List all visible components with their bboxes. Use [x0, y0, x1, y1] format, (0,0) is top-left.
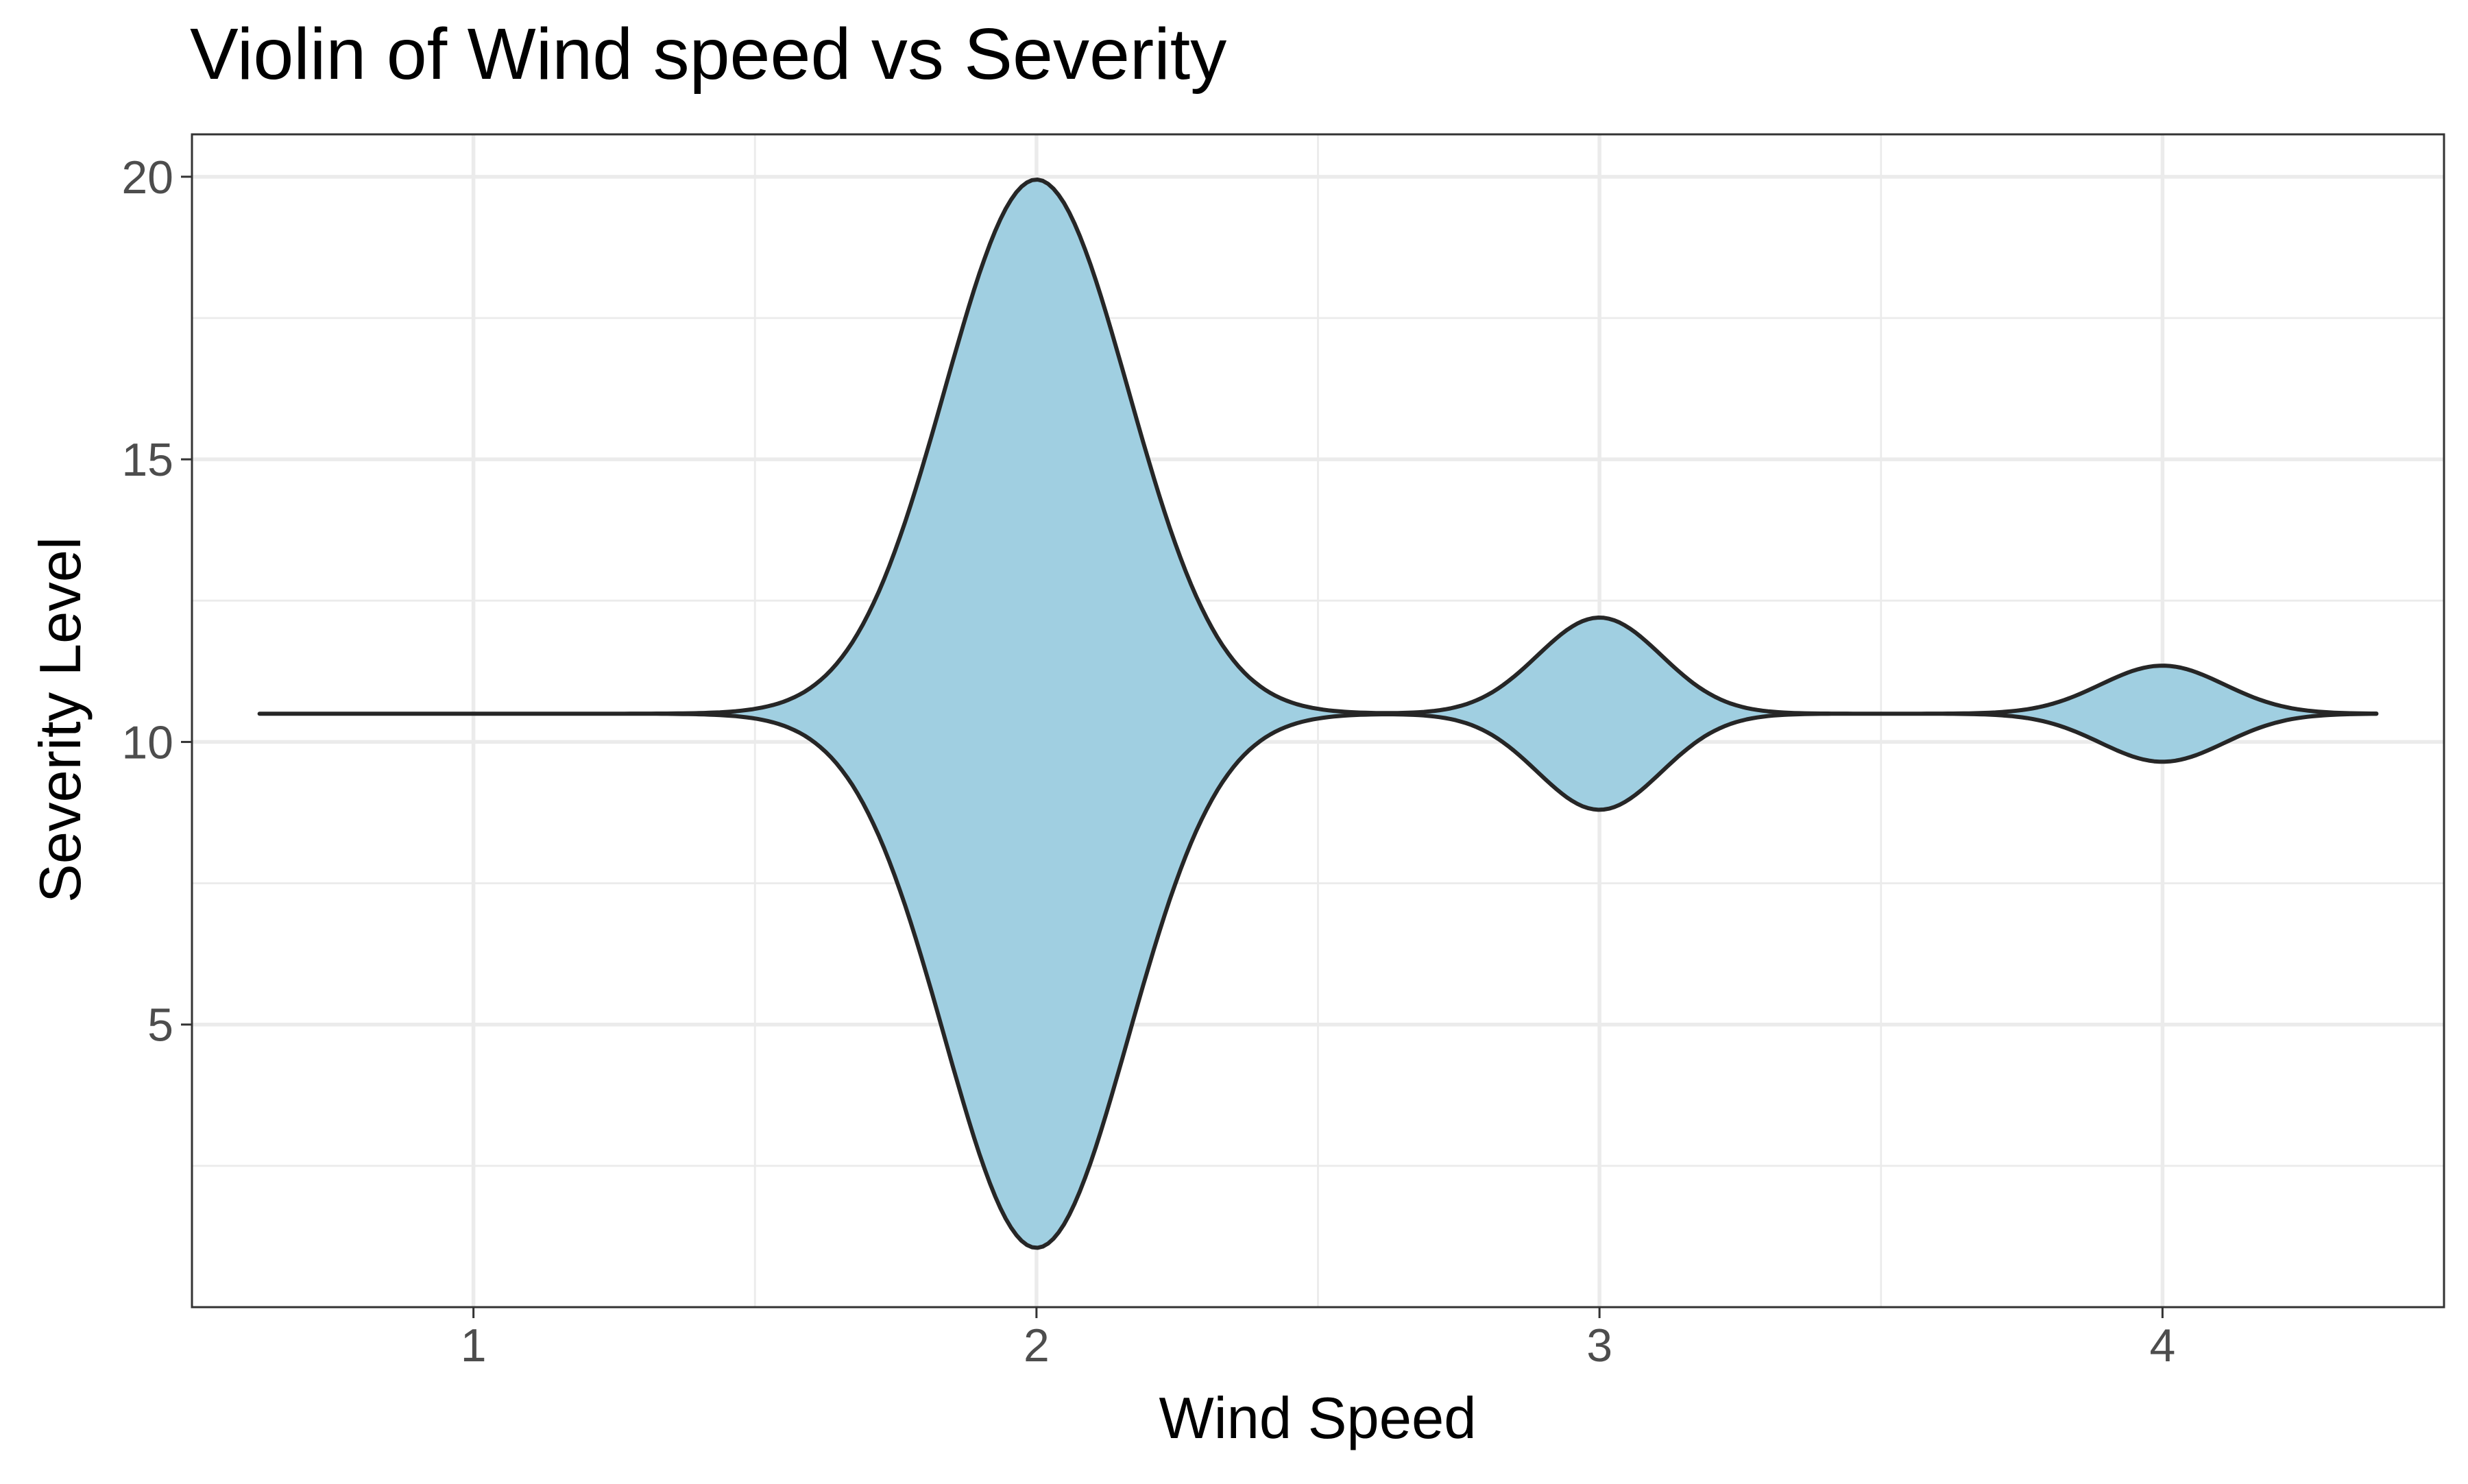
violin-shape [257, 178, 2379, 1250]
x-tick-label: 1 [461, 1319, 487, 1372]
x-tick-label: 2 [1024, 1319, 1050, 1372]
y-axis-title: Severity Level [28, 537, 93, 903]
x-axis-title: Wind Speed [1159, 1386, 1476, 1451]
plot-panel [191, 133, 2445, 1309]
x-tick-label: 3 [1586, 1319, 1612, 1372]
x-tick-label: 4 [2149, 1319, 2175, 1372]
y-tick-label: 10 [121, 716, 173, 768]
violin-layer [257, 178, 2379, 1250]
tick-layer: 1 2 3 4 5 10 15 20 [121, 151, 2175, 1372]
chart-title: Violin of Wind speed vs Severity [190, 14, 1226, 95]
y-tick-label: 20 [121, 151, 173, 204]
y-tick-label: 15 [121, 434, 173, 486]
y-tick-label: 5 [147, 999, 173, 1051]
